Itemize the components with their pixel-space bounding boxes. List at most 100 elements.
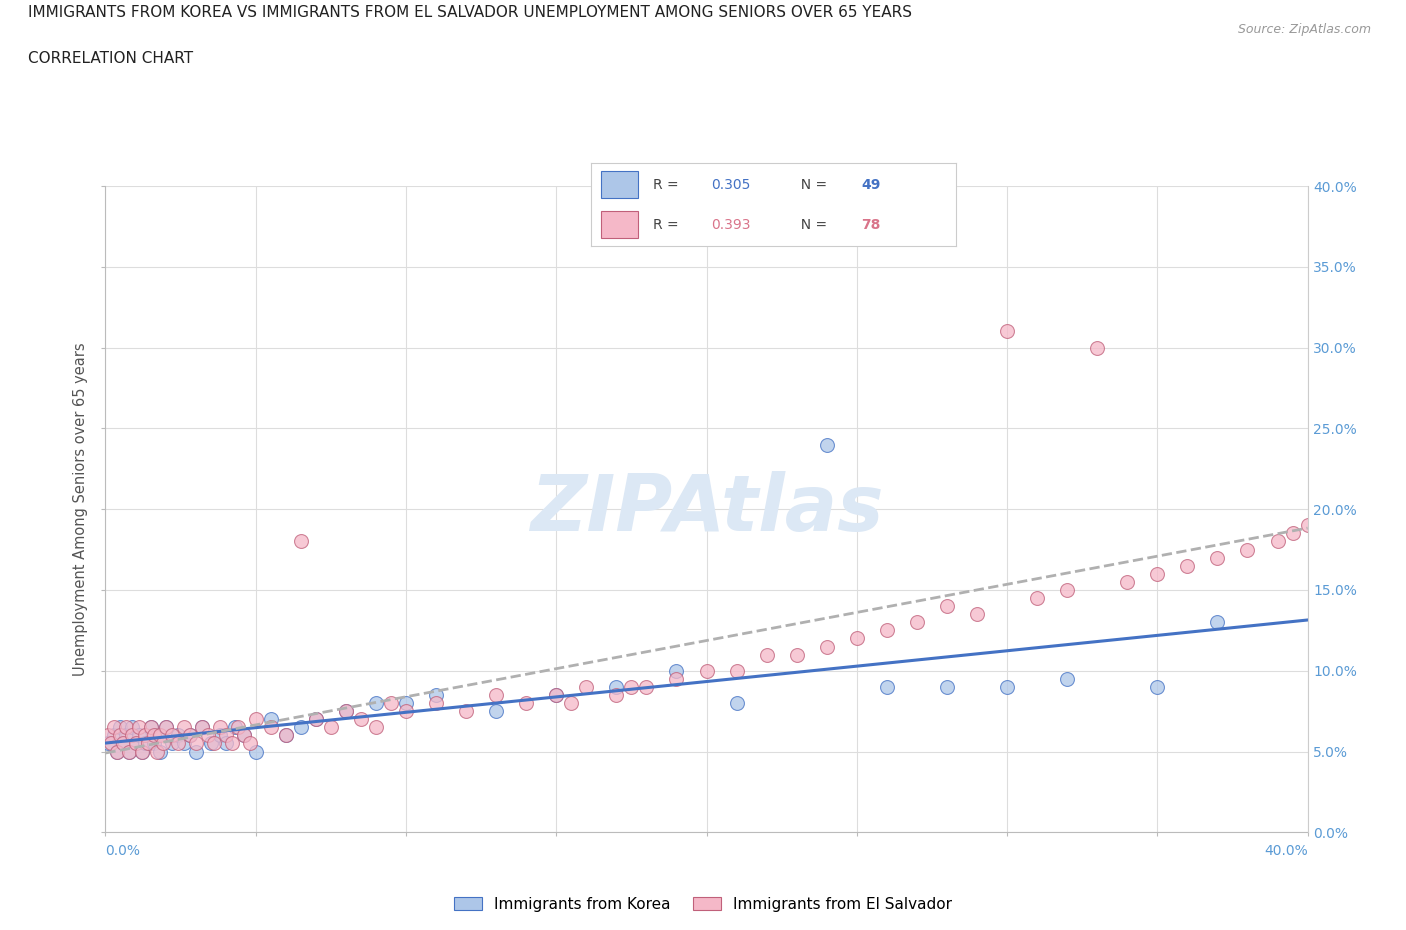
Point	[1146, 566, 1168, 581]
Point	[1236, 542, 1258, 557]
Point	[260, 711, 283, 726]
Point	[546, 687, 568, 702]
Point	[110, 720, 132, 735]
Point	[305, 711, 328, 726]
Point	[239, 736, 262, 751]
Point	[179, 728, 201, 743]
Point	[1281, 526, 1303, 541]
Point	[755, 647, 778, 662]
Point	[214, 728, 236, 743]
Point	[1026, 591, 1049, 605]
Point	[124, 736, 146, 751]
Legend: Immigrants from Korea, Immigrants from El Salvador: Immigrants from Korea, Immigrants from E…	[449, 890, 957, 918]
Text: ZIPAtlas: ZIPAtlas	[530, 472, 883, 547]
Point	[966, 606, 988, 621]
Point	[665, 663, 688, 678]
Point	[131, 744, 153, 759]
Point	[245, 711, 267, 726]
Point	[148, 728, 170, 743]
Text: Source: ZipAtlas.com: Source: ZipAtlas.com	[1237, 23, 1371, 36]
Point	[184, 744, 207, 759]
Point	[110, 728, 132, 743]
Point	[350, 711, 373, 726]
Point	[845, 631, 868, 646]
Point	[145, 728, 167, 743]
FancyBboxPatch shape	[602, 211, 638, 238]
Point	[160, 728, 183, 743]
Text: N =: N =	[792, 178, 831, 192]
Point	[208, 720, 231, 735]
Point	[575, 680, 598, 695]
Point	[815, 437, 838, 452]
Point	[274, 728, 297, 743]
Point	[335, 704, 357, 719]
Point	[425, 687, 447, 702]
Text: 0.393: 0.393	[711, 218, 751, 232]
Point	[112, 736, 135, 751]
Point	[665, 671, 688, 686]
Point	[152, 736, 174, 751]
Point	[202, 736, 225, 751]
Point	[131, 744, 153, 759]
Point	[725, 696, 748, 711]
Point	[364, 720, 387, 735]
Point	[103, 720, 125, 735]
Point	[179, 728, 201, 743]
Text: CORRELATION CHART: CORRELATION CHART	[28, 51, 193, 66]
Point	[173, 736, 195, 751]
Point	[1206, 551, 1229, 565]
Point	[290, 720, 312, 735]
Point	[136, 736, 159, 751]
Point	[155, 720, 177, 735]
Point	[107, 744, 129, 759]
Point	[560, 696, 582, 711]
Point	[395, 696, 418, 711]
Point	[274, 728, 297, 743]
Point	[139, 720, 162, 735]
Point	[173, 720, 195, 735]
Point	[605, 680, 627, 695]
Point	[364, 696, 387, 711]
Point	[200, 736, 222, 751]
Point	[1267, 534, 1289, 549]
Point	[221, 736, 243, 751]
Text: 40.0%: 40.0%	[1264, 844, 1308, 857]
Point	[115, 728, 138, 743]
Point	[1146, 680, 1168, 695]
Point	[1056, 582, 1078, 597]
Point	[128, 720, 150, 735]
Point	[121, 720, 143, 735]
Point	[936, 599, 959, 614]
Text: 49: 49	[860, 178, 880, 192]
Point	[380, 696, 402, 711]
Point	[786, 647, 808, 662]
Point	[876, 623, 898, 638]
Point	[815, 639, 838, 654]
Point	[97, 736, 120, 751]
Point	[118, 744, 141, 759]
Point	[121, 728, 143, 743]
Point	[190, 720, 212, 735]
Point	[134, 728, 156, 743]
Point	[142, 728, 165, 743]
Text: R =: R =	[652, 178, 683, 192]
Point	[1085, 340, 1108, 355]
Point	[166, 736, 188, 751]
Point	[184, 736, 207, 751]
Point	[115, 720, 138, 735]
Point	[335, 704, 357, 719]
Y-axis label: Unemployment Among Seniors over 65 years: Unemployment Among Seniors over 65 years	[73, 342, 89, 676]
Point	[190, 720, 212, 735]
Point	[876, 680, 898, 695]
Point	[515, 696, 537, 711]
Text: IMMIGRANTS FROM KOREA VS IMMIGRANTS FROM EL SALVADOR UNEMPLOYMENT AMONG SENIORS : IMMIGRANTS FROM KOREA VS IMMIGRANTS FROM…	[28, 5, 912, 20]
Point	[546, 687, 568, 702]
Point	[160, 736, 183, 751]
Point	[208, 728, 231, 743]
Text: R =: R =	[652, 218, 683, 232]
Point	[605, 687, 627, 702]
Point	[696, 663, 718, 678]
Point	[97, 728, 120, 743]
Point	[620, 680, 643, 695]
Point	[124, 736, 146, 751]
